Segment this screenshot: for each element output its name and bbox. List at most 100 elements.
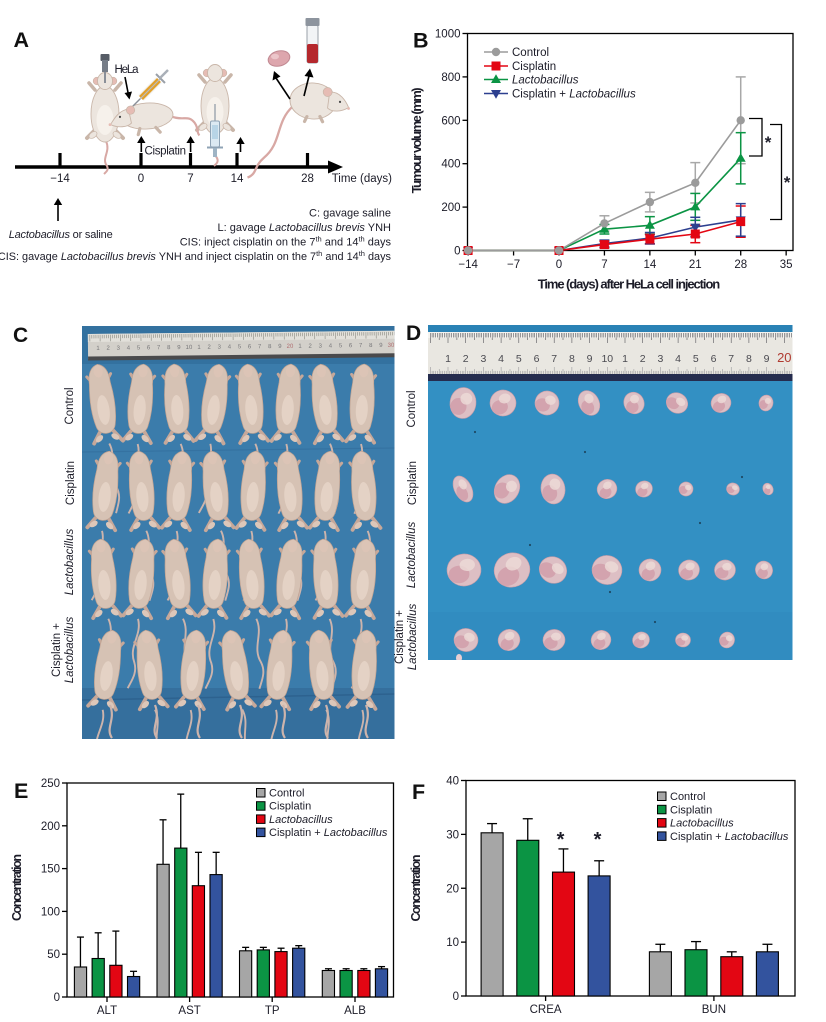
svg-text:ALB: ALB (344, 1005, 366, 1017)
svg-text:20: 20 (287, 344, 294, 350)
svg-text:0: 0 (138, 173, 144, 185)
svg-text:0: 0 (54, 992, 60, 1004)
svg-text:*: * (784, 173, 791, 192)
svg-text:28: 28 (301, 173, 314, 185)
svg-text:20: 20 (446, 883, 459, 895)
svg-text:−7: −7 (507, 259, 520, 271)
svg-text:10: 10 (446, 937, 459, 949)
svg-text:ALT: ALT (97, 1005, 117, 1017)
svg-text:100: 100 (41, 906, 60, 918)
svg-text:50: 50 (47, 949, 60, 961)
svg-text:Cisplatin: Cisplatin (145, 146, 187, 158)
svg-text:4: 4 (498, 353, 504, 365)
svg-text:8: 8 (569, 353, 575, 365)
svg-text:CREA: CREA (530, 1004, 562, 1016)
svg-text:B: B (413, 29, 429, 53)
svg-text:Cisplatin + Lactobacillus: Cisplatin + Lactobacillus (269, 827, 388, 839)
svg-text:0: 0 (454, 246, 460, 258)
svg-text:4: 4 (675, 353, 681, 365)
svg-text:7: 7 (601, 259, 607, 271)
svg-text:C: gavage saline: C: gavage saline (309, 208, 391, 220)
svg-text:Cisplatin: Cisplatin (670, 804, 712, 816)
svg-text:Time (days): Time (days) (332, 173, 392, 185)
svg-text:5: 5 (693, 353, 699, 365)
svg-text:8: 8 (746, 353, 752, 365)
svg-text:20: 20 (777, 350, 791, 365)
svg-text:Cisplatin +: Cisplatin + (394, 610, 406, 664)
svg-text:Cisplatin +: Cisplatin + (51, 623, 63, 677)
svg-text:800: 800 (441, 72, 460, 84)
svg-text:F: F (412, 780, 425, 804)
svg-text:Tumour volume (mm): Tumour volume (mm) (409, 87, 424, 193)
svg-text:2: 2 (640, 353, 646, 365)
svg-text:Control: Control (512, 47, 549, 59)
svg-text:L: gavage Lactobacillus brevis: L: gavage Lactobacillus brevis YNH (218, 222, 392, 234)
svg-text:C: C (13, 324, 28, 347)
svg-text:Lactobacillus: Lactobacillus (64, 617, 76, 684)
svg-text:28: 28 (734, 259, 747, 271)
svg-text:Lactobacillus: Lactobacillus (670, 818, 734, 830)
svg-text:14: 14 (231, 173, 244, 185)
svg-text:7: 7 (728, 353, 734, 365)
svg-text:30: 30 (388, 343, 395, 349)
svg-text:14: 14 (643, 259, 656, 271)
svg-text:400: 400 (441, 159, 460, 171)
svg-text:*: * (557, 829, 565, 851)
svg-text:10: 10 (186, 345, 193, 351)
svg-text:CIS: gavage Lactobacillus brev: CIS: gavage Lactobacillus brevis YNH and… (0, 249, 392, 263)
svg-text:Control: Control (406, 390, 418, 427)
svg-text:150: 150 (41, 864, 60, 876)
svg-text:7: 7 (187, 173, 193, 185)
svg-text:TP: TP (265, 1005, 280, 1017)
svg-text:Concentration: Concentration (409, 855, 423, 922)
svg-text:3: 3 (657, 353, 663, 365)
svg-text:Control: Control (269, 788, 304, 800)
svg-text:21: 21 (689, 259, 702, 271)
svg-text:A: A (14, 28, 30, 52)
svg-text:1000: 1000 (435, 29, 461, 41)
svg-text:Lactobacillus or saline: Lactobacillus or saline (9, 229, 113, 241)
svg-text:Lactobacillus: Lactobacillus (512, 75, 579, 87)
svg-text:*: * (594, 829, 602, 851)
svg-text:2: 2 (463, 353, 469, 365)
svg-text:0: 0 (453, 991, 459, 1003)
svg-text:E: E (14, 779, 28, 803)
svg-text:Cisplatin: Cisplatin (512, 61, 556, 73)
svg-text:3: 3 (480, 353, 486, 365)
svg-text:Lactobacillus: Lactobacillus (407, 604, 419, 671)
svg-text:Lactobacillus: Lactobacillus (406, 522, 418, 589)
svg-text:Cisplatin: Cisplatin (269, 801, 311, 813)
svg-text:9: 9 (587, 353, 593, 365)
svg-text:BUN: BUN (702, 1004, 726, 1016)
svg-text:Cisplatin + Lactobacillus: Cisplatin + Lactobacillus (670, 831, 789, 843)
svg-text:Control: Control (64, 387, 76, 424)
svg-text:Cisplatin: Cisplatin (407, 461, 419, 505)
svg-text:−14: −14 (458, 259, 478, 271)
svg-text:Time (days) after HeLa cell in: Time (days) after HeLa cell injection (538, 277, 721, 292)
svg-text:7: 7 (551, 353, 557, 365)
svg-text:1: 1 (622, 353, 628, 365)
svg-text:Cisplatin + Lactobacillus: Cisplatin + Lactobacillus (512, 89, 636, 101)
svg-text:30: 30 (446, 829, 459, 841)
svg-text:*: * (765, 133, 772, 152)
svg-text:250: 250 (41, 778, 60, 790)
svg-text:HeLa: HeLa (115, 64, 140, 76)
svg-text:Control: Control (670, 791, 705, 803)
svg-text:−14: −14 (50, 173, 70, 185)
svg-text:D: D (406, 322, 421, 345)
svg-text:10: 10 (601, 353, 613, 365)
svg-text:Cisplatin: Cisplatin (65, 461, 77, 505)
svg-text:Lactobacillus: Lactobacillus (269, 814, 333, 826)
svg-text:200: 200 (41, 821, 60, 833)
svg-text:0: 0 (556, 259, 562, 271)
svg-text:40: 40 (446, 776, 459, 788)
svg-text:6: 6 (711, 353, 717, 365)
svg-text:5: 5 (516, 353, 522, 365)
svg-text:Concentration: Concentration (10, 854, 24, 921)
svg-text:35: 35 (780, 259, 793, 271)
svg-text:9: 9 (764, 353, 770, 365)
svg-text:600: 600 (441, 115, 460, 127)
svg-text:AST: AST (178, 1005, 200, 1017)
svg-text:Lactobacillus: Lactobacillus (64, 529, 76, 596)
svg-text:200: 200 (441, 202, 460, 214)
